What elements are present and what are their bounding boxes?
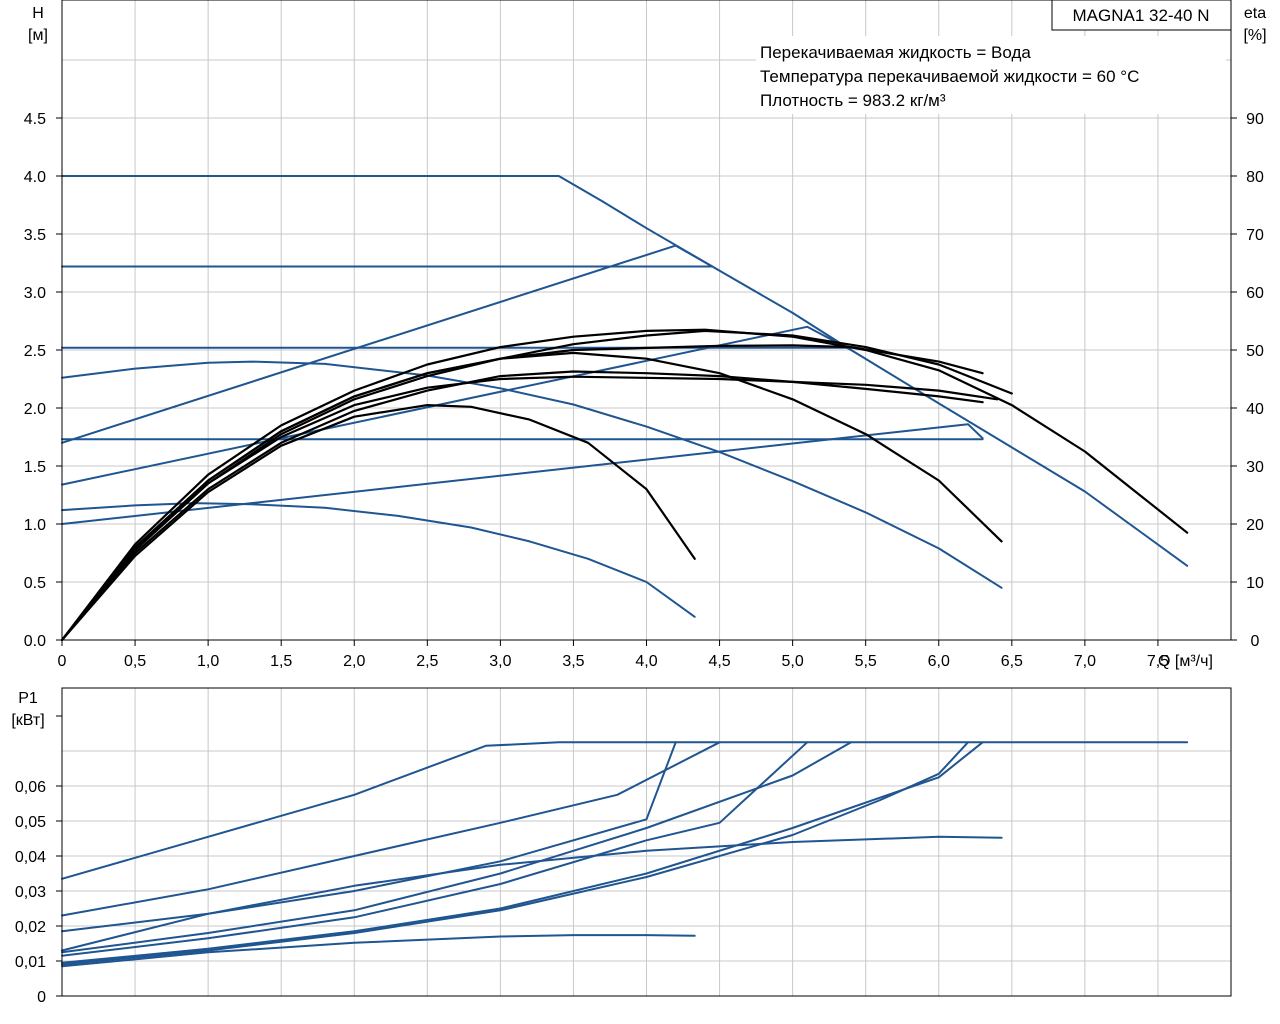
head-curve: [61, 502, 696, 618]
x-tick-label: 0,5: [124, 653, 146, 670]
main-chart-frame: [61, 0, 1232, 641]
y-right-tick-label: 20: [1246, 517, 1264, 534]
y-left-tick-label: 2.5: [24, 343, 46, 360]
power-curve: [61, 741, 809, 957]
y-left-tick-label: 1.0: [24, 517, 46, 534]
y-right-unit: [%]: [1243, 27, 1266, 44]
head-curve: [61, 244, 714, 444]
model-label: MAGNA1 32-40 N: [1073, 6, 1210, 25]
main-chart-ticks: 0 0,5 1,0 1,5 2,0 2,5 3,0 3,5 4,0 4,5 5,0 5,5 6,0 6,5…: [24, 111, 1264, 670]
p1-tick-label: 0,03: [15, 884, 46, 901]
power-curve: [61, 741, 969, 966]
y-left-tick-label: 1.5: [24, 459, 46, 476]
power-chart-frame: [61, 687, 1232, 997]
y-right-tick-label: 90: [1246, 111, 1264, 128]
head-curve: [61, 360, 1003, 589]
power-curve: [61, 741, 984, 964]
efficiency-curve: [60, 344, 984, 642]
x-tick-label: 5,5: [855, 653, 877, 670]
x-tick-label: 3,5: [562, 653, 584, 670]
power-curve: [61, 741, 721, 917]
model-label-box: [1051, 0, 1232, 31]
p1-unit: [кВт]: [11, 712, 44, 729]
y-right-tick-label: 60: [1246, 285, 1264, 302]
y-left-name: H: [32, 5, 44, 22]
y-right-tick-label: 30: [1246, 459, 1264, 476]
head-curve: [61, 175, 1189, 567]
efficiency-curve: [60, 329, 1013, 642]
power-curve: [61, 934, 696, 968]
x-tick-label: 2,0: [343, 653, 365, 670]
y-left-tick-label: 4.5: [24, 111, 46, 128]
x-axis-label: Q [м³/ч]: [1158, 653, 1213, 670]
x-tick-label: 7,0: [1074, 653, 1096, 670]
x-tick-label: 4,0: [635, 653, 657, 670]
p1-tick-label: 0: [37, 989, 46, 1006]
x-tick-label: 4,5: [708, 653, 730, 670]
efficiency-curve: [60, 370, 984, 642]
x-tick-label: 5,0: [782, 653, 804, 670]
p1-tick-label: 0,01: [15, 954, 46, 971]
y-left-tick-label: 2.0: [24, 401, 46, 418]
x-tick-label: 1,5: [270, 653, 292, 670]
y-right-tick-label: 50: [1246, 343, 1264, 360]
x-tick-label: 1,0: [197, 653, 219, 670]
y-right-tick-label: 10: [1246, 575, 1264, 592]
power-chart-curves: [61, 741, 1189, 968]
power-curve: [61, 741, 677, 933]
y-left-tick-label: 4.0: [24, 169, 46, 186]
power-curve: [61, 741, 853, 954]
power-curve: [61, 741, 1189, 880]
y-right-tick-label: 40: [1246, 401, 1264, 418]
y-left-tick-label: 3.5: [24, 227, 46, 244]
power-chart-ticks: 0 0,01 0,02 0,03 0,04 0,05 0,06: [15, 715, 62, 1006]
info-liquid: Перекачиваемая жидкость = Вода: [760, 43, 1031, 62]
x-tick-label: 7,5: [1147, 653, 1169, 670]
x-tick-label: 6,5: [1001, 653, 1023, 670]
efficiency-curve: [60, 351, 1003, 642]
power-curve: [61, 835, 1003, 952]
p1-name: P1: [18, 690, 38, 707]
info-temperature: Температура перекачиваемой жидкости = 60…: [760, 67, 1139, 86]
p1-tick-label: 0,04: [15, 849, 46, 866]
x-tick-label: 2,5: [416, 653, 438, 670]
x-tick-label: 6,0: [928, 653, 950, 670]
p1-tick-label: 0,05: [15, 814, 46, 831]
y-left-unit: [м]: [28, 27, 48, 44]
x-tick-label: 3,0: [489, 653, 511, 670]
y-left-tick-label: 0.5: [24, 575, 46, 592]
y-right-tick-label: 70: [1246, 227, 1264, 244]
y-right-tick-label: 0: [1251, 633, 1260, 650]
y-left-tick-label: 3.0: [24, 285, 46, 302]
main-chart-curves: [60, 175, 1189, 642]
y-left-tick-label: 0.0: [24, 633, 46, 650]
p1-tick-label: 0,06: [15, 779, 46, 796]
x-tick-label: 0: [58, 653, 67, 670]
head-curve: [61, 423, 984, 525]
efficiency-curve: [60, 404, 696, 642]
info-box: [756, 36, 1226, 114]
y-right-name: eta: [1244, 5, 1266, 22]
p1-tick-label: 0,02: [15, 919, 46, 936]
info-density: Плотность = 983.2 кг/м³: [760, 91, 946, 110]
y-right-tick-label: 80: [1246, 169, 1264, 186]
efficiency-curve: [60, 328, 1189, 642]
